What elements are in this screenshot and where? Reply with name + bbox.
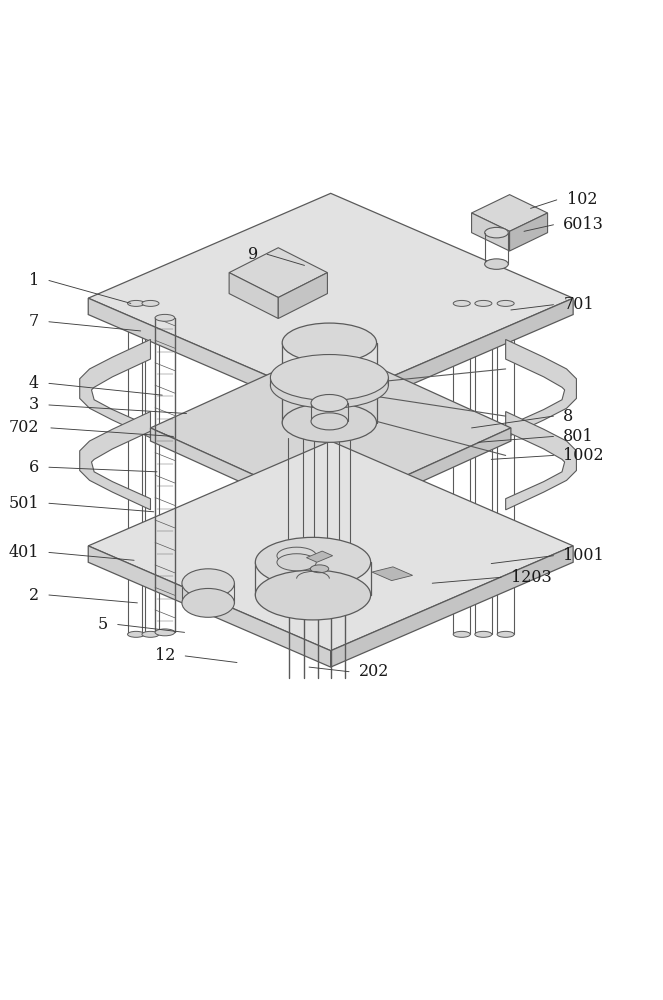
Ellipse shape	[475, 300, 492, 306]
Text: 4: 4	[29, 375, 39, 392]
Ellipse shape	[271, 355, 389, 400]
Polygon shape	[506, 412, 576, 510]
Text: 702: 702	[9, 419, 39, 436]
Text: 1203: 1203	[511, 569, 552, 586]
Polygon shape	[331, 298, 573, 419]
Ellipse shape	[310, 565, 329, 573]
Text: 12: 12	[155, 647, 176, 664]
Polygon shape	[229, 273, 278, 318]
Polygon shape	[88, 298, 331, 419]
Text: 1002: 1002	[564, 447, 604, 464]
Text: 8: 8	[564, 408, 573, 425]
Polygon shape	[278, 273, 328, 318]
Polygon shape	[331, 546, 573, 667]
Ellipse shape	[155, 314, 175, 321]
Text: 701: 701	[564, 296, 594, 313]
Ellipse shape	[182, 588, 234, 617]
Ellipse shape	[127, 631, 145, 637]
Polygon shape	[471, 195, 548, 231]
Ellipse shape	[311, 413, 347, 430]
Text: 7: 7	[29, 313, 39, 330]
Ellipse shape	[282, 403, 377, 442]
Polygon shape	[80, 339, 151, 438]
Text: 1001: 1001	[564, 547, 604, 564]
Ellipse shape	[182, 569, 234, 598]
Text: 401: 401	[9, 544, 39, 561]
Ellipse shape	[127, 300, 145, 306]
Ellipse shape	[255, 537, 371, 587]
Ellipse shape	[453, 631, 470, 637]
Ellipse shape	[475, 631, 492, 637]
Text: 1: 1	[29, 272, 39, 289]
Ellipse shape	[485, 227, 509, 238]
Polygon shape	[151, 346, 511, 510]
Polygon shape	[88, 441, 573, 651]
Polygon shape	[88, 193, 573, 403]
Polygon shape	[510, 213, 548, 251]
Polygon shape	[372, 567, 412, 581]
Ellipse shape	[453, 300, 470, 306]
Ellipse shape	[497, 300, 514, 306]
Ellipse shape	[282, 323, 377, 362]
Text: 6013: 6013	[564, 216, 604, 233]
Polygon shape	[88, 546, 331, 667]
Text: 801: 801	[564, 428, 594, 445]
Polygon shape	[306, 551, 333, 562]
Text: 6: 6	[29, 459, 39, 476]
Ellipse shape	[485, 259, 509, 269]
Polygon shape	[331, 428, 511, 523]
Polygon shape	[506, 339, 576, 438]
Text: 2: 2	[29, 587, 39, 604]
Text: 3: 3	[29, 396, 39, 413]
Ellipse shape	[277, 547, 316, 564]
Polygon shape	[229, 248, 328, 298]
Ellipse shape	[277, 554, 316, 571]
Ellipse shape	[311, 394, 347, 412]
Ellipse shape	[271, 362, 389, 408]
Polygon shape	[471, 213, 510, 251]
Polygon shape	[151, 428, 331, 523]
Text: 202: 202	[359, 663, 389, 680]
Text: 102: 102	[567, 191, 597, 208]
Ellipse shape	[497, 631, 514, 637]
Polygon shape	[80, 412, 151, 510]
Text: 501: 501	[9, 495, 39, 512]
Ellipse shape	[155, 629, 175, 636]
Text: 9: 9	[249, 246, 259, 263]
Ellipse shape	[255, 570, 371, 620]
Ellipse shape	[142, 631, 159, 637]
Text: 5: 5	[97, 616, 108, 633]
Ellipse shape	[142, 300, 159, 306]
